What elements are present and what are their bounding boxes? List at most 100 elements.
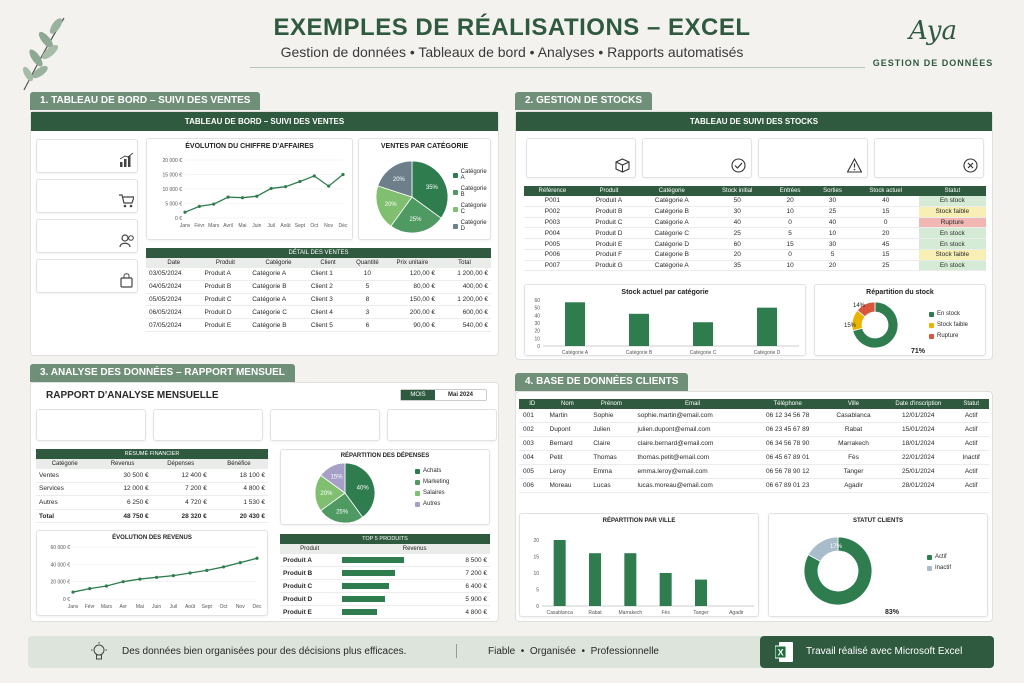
y-tick-label: 0 € [63,597,70,603]
table-cell: thomas.petit@email.com [633,450,752,465]
table-row[interactable]: P006 Produit F Catégorie B 20 0 5 15 Stock faib… [524,249,986,261]
section-2-tab[interactable]: 2. GESTION DE STOCKS [515,92,653,110]
column-header[interactable]: Total [438,258,491,268]
table-cell: Rabat [823,422,884,437]
section-1-tab[interactable]: 1. TABLEAU DE BORD – SUIVI DES VENTES [30,92,261,110]
table-row[interactable]: P003 Produit C Catégorie A 40 0 40 0 Rupture [524,217,986,229]
footer-divider [456,644,457,658]
column-header[interactable]: Bénéfice [209,459,268,469]
table-row[interactable]: Produit A 8 500 € [280,554,490,567]
y-tick-label: 20 [533,538,539,544]
column-header[interactable]: Dépenses [151,459,210,469]
stock-kpi-card[interactable] [758,138,868,178]
table-row[interactable]: Ventes 30 500 €12 400 €18 100 € [36,469,268,483]
column-header[interactable]: Produit [580,186,638,196]
table-row[interactable]: Autres 6 250 €4 720 €1 530 € [36,495,268,510]
table-row[interactable]: 002 Dupont Julien julien.dupont@email.com 06… [519,422,989,437]
table-row[interactable]: 004 Petit Thomas thomas.petit@email.com 06 4… [519,450,989,465]
column-header[interactable]: Revenus [339,544,490,554]
report-kpi-card[interactable] [387,409,497,441]
report-kpi-card[interactable] [36,409,146,441]
table-cell: Catégorie A [637,260,707,272]
table-row[interactable]: Services 12 000 €7 200 €4 800 € [36,482,268,497]
column-header[interactable]: Statut [918,186,986,196]
slice-label: 20% [320,491,333,497]
table-row[interactable]: P001 Produit A Catégorie A 50 20 30 40 En stock [524,196,986,207]
column-header[interactable]: Prix unitaire [386,258,439,268]
column-header[interactable]: Prénom [589,399,634,409]
legend-item: Stock faible [929,322,968,328]
table-row[interactable]: P005 Produit E Catégorie D 60 15 30 45 En stock [524,238,986,250]
column-header[interactable]: Statut [953,399,989,409]
column-header[interactable]: Sorties [812,186,853,196]
column-header[interactable]: Téléphone [751,399,824,409]
revenue-evolution-card: ÉVOLUTION DES REVENUS 0 € 20 000 € 40 000 … [36,530,268,616]
column-header[interactable]: Catégorie [36,459,94,469]
legend-label: Salaires [423,490,445,496]
sales-kpi-card[interactable] [36,219,138,253]
revenue-bar-wrap: 5 900 € [342,596,487,603]
column-header[interactable]: Date d'inscription [883,399,954,409]
table-row[interactable]: 003 Bernard Claire claire.bernard@email.com… [519,436,989,451]
table-row[interactable]: Produit E 4 800 € [280,605,490,619]
table-row[interactable]: 006 Moreau Lucas lucas.moreau@email.com 06 6… [519,478,989,493]
column-header[interactable]: Référence [524,186,581,196]
column-header[interactable]: Produit [201,258,250,268]
report-kpi-card[interactable] [153,409,263,441]
stock-kpi-card[interactable] [526,138,636,178]
table-header-row: Référence Produit Catégorie Stock initial En… [524,186,986,196]
sales-kpi-card[interactable] [36,179,138,213]
column-header[interactable]: Quantité [348,258,387,268]
table-cell: 06 67 89 01 23 [751,478,824,493]
column-header[interactable]: Stock actuel [852,186,919,196]
column-header[interactable]: Date [146,258,202,268]
table-row[interactable]: 005 Leroy Emma emma.leroy@email.com 06 56 78… [519,464,989,479]
x-tick-label: Févr [194,223,204,229]
table-row[interactable]: Produit C 6 400 € [280,579,490,593]
table-row[interactable]: Total 48 750 €28 320 €20 430 € [36,509,268,524]
sales-kpi-card[interactable] [36,259,138,293]
stock-kpi-card[interactable] [642,138,752,178]
report-kpi-card[interactable] [270,409,380,441]
column-header[interactable]: Entrées [767,186,813,196]
column-header[interactable]: ID [519,399,546,409]
column-header[interactable]: Ville [823,399,884,409]
column-header[interactable]: Client [307,258,349,268]
table-cell: Catégorie B [637,249,707,261]
sales-kpi-card[interactable] [36,139,138,173]
section-4-tab[interactable]: 4. BASE DE DONNÉES CLIENTS [515,373,689,391]
table-cell: 200,00 € [386,305,439,320]
table-row[interactable]: 03/05/2024 Produit A Catégorie A Client 1 10… [146,268,491,281]
table-cell: Produit D [580,227,638,240]
column-header[interactable]: Catégorie [637,186,707,196]
table-cell: Catégorie B [249,280,308,294]
table-row[interactable]: 001 Martin Sophie sophie.martin@email.com 06… [519,409,989,423]
x-tick-label: Mai [136,604,144,610]
table-row[interactable]: Produit B 7 200 € [280,566,490,580]
table-row[interactable]: Produit D 5 900 € [280,592,490,606]
table-row[interactable]: P007 Produit G Catégorie A 35 10 20 25 En stock [524,260,986,272]
stock-kpi-card[interactable] [874,138,984,178]
table-row[interactable]: P002 Produit B Catégorie B 30 10 25 15 Stock fa… [524,206,986,218]
column-header[interactable]: Nom [545,399,590,409]
column-header[interactable]: Stock initial [706,186,768,196]
period-value-button[interactable]: Mai 2024 [447,392,474,398]
section-3-tab[interactable]: 3. ANALYSE DES DONNÉES – RAPPORT MENSUEL [30,364,295,382]
table-row[interactable]: P004 Produit D Catégorie C 25 5 10 20 En stock [524,227,986,240]
column-header[interactable]: Produit [280,544,340,554]
column-header[interactable]: Email [633,399,752,409]
table-cell: Produit E [580,238,638,250]
table-cell: Stock faible [918,249,986,261]
table-cell: 12/01/2024 [883,409,954,423]
series-line [184,173,344,213]
period-toggle[interactable]: MOIS Mai 2024 [400,389,487,401]
column-header[interactable]: Catégorie [249,258,308,268]
column-header[interactable]: Revenus [93,459,152,469]
report-title: RAPPORT D'ANALYSE MENSUELLE [46,390,219,401]
period-mode-button[interactable]: MOIS [401,390,435,400]
bag-icon [120,273,133,288]
